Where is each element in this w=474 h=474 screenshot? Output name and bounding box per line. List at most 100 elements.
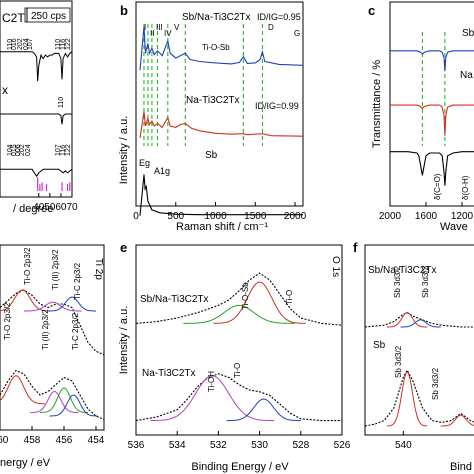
peak-label-b-0: I (144, 23, 146, 32)
x-tick-label-c-2: 1200 (451, 211, 474, 222)
panel-b-mode-eg: Eg (139, 158, 150, 168)
x-tick-label-d-3: 454 (88, 435, 105, 446)
x-tick-label-a-2: 60 (55, 202, 67, 213)
series-line-b-2 (139, 174, 303, 216)
peak-label-b-2: III (156, 23, 163, 32)
panel-c-xlabel: Wave (440, 221, 468, 233)
panel-f-series-label-2: Sb (373, 340, 386, 351)
peak-label-d-3: Ti-O 2p3/2 (3, 302, 12, 340)
peak-label-d-0: Ti-O 2p3/2 (23, 247, 32, 285)
peak-label-a-mid-0: 110 (58, 97, 65, 108)
peak-label-f-3: Sb 3d3/2 (431, 367, 440, 400)
series-line-b-0 (139, 26, 304, 71)
panel-b-ratio-1: ID/IG=0.95 (257, 12, 301, 22)
peak-label-f-1: Sb 3d3/2 (421, 265, 430, 298)
peak-label-a-bot-0: 104 (7, 144, 14, 156)
panel-c-series-label-1: Sb (462, 28, 474, 39)
peak-label-e-0: Ti-O-Sb (241, 282, 250, 310)
x-tick-label-d-0: 460 (0, 435, 9, 446)
fit-component-e-3 (226, 398, 301, 422)
x-tick-label-e-5: 526 (334, 440, 351, 451)
peak-label-b-4: V (174, 23, 180, 32)
series-line-a-1 (0, 113, 72, 125)
peak-label-a-top-1: 016 (11, 38, 18, 50)
peak-label-a-top-4: 107 (27, 38, 34, 50)
peak-label-a-top-2: 202 (17, 38, 24, 50)
peak-label-a-top-5: 110 (55, 39, 62, 50)
panel-b-mode-a1g: A1g (154, 166, 170, 176)
series-line-d-0 (0, 289, 105, 356)
peak-label-a-bot-4: 024 (25, 144, 32, 156)
panel-e: e O 1s Intensity / a.u. Binding Energy /… (118, 240, 343, 473)
peak-label-a-bot-3: 202 (19, 144, 26, 156)
fit-component-f-2 (386, 371, 428, 427)
peak-label-a-bot-5: 107 (55, 144, 62, 156)
panel-d-frame (0, 244, 105, 431)
peak-label-d-1: Ti (II) 2p3/2 (51, 249, 60, 290)
fit-component-d-0 (0, 289, 52, 312)
panel-e-ylabel: Intensity / a.u. (118, 306, 130, 374)
peak-label-a-top-0: 110 (7, 39, 14, 50)
x-tick-label-b-4: 2000 (284, 211, 307, 222)
panel-f-letter: f (353, 240, 358, 255)
x-tick-label-e-2: 532 (210, 440, 227, 451)
panel-b-ratio-2: ID/IG=0.99 (255, 101, 299, 111)
panel-c-band-1: δ(C=O) (433, 173, 442, 200)
panel-a: C2Tx x 250 cps / degree (0, 0, 73, 215)
peak-label-a-bot-1: 015 (11, 144, 18, 156)
x-tick-label-a-3: 70 (66, 202, 78, 213)
fit-component-d-4 (30, 390, 79, 413)
peak-label-a-bot-2: 006 (15, 144, 22, 156)
peak-label-f-0: Sb 3d3/2 (393, 265, 402, 298)
panel-b-series-label-2: Na-Ti3C2Tx (186, 95, 240, 106)
panel-e-letter: e (120, 240, 127, 255)
panel-f-xlabel: Bind (450, 461, 472, 473)
x-tick-label-c-0: 2000 (379, 211, 402, 222)
panel-b-letter: b (120, 3, 128, 18)
panel-c: c Transmittance / % Wave Sb Na δ(C=O) δ(… (368, 1, 474, 233)
panel-c-band-2: δ(O-H) (461, 175, 470, 200)
series-line-b-1 (139, 111, 304, 139)
series-line-e-1 (135, 373, 342, 422)
panel-d-corner-label: Ti 2p (93, 258, 104, 280)
x-tick-label-b-3: 1500 (244, 211, 267, 222)
panel-c-frame (389, 1, 474, 207)
x-tick-label-a-1: 50 (44, 202, 56, 213)
panel-b: b Intensity / a.u. Raman shift / cm⁻¹ Sb… (118, 1, 304, 233)
peak-label-f-2: Sb 3d3/2 (394, 345, 403, 378)
peak-label-e-3: Ti-O (233, 363, 242, 378)
panel-c-ylabel: Transmittance / % (371, 60, 383, 148)
x-tick-label-c-1: 1600 (415, 211, 438, 222)
series-line-f-0 (364, 311, 474, 328)
peak-label-a-top-7: 122 (65, 38, 72, 50)
panel-d: Ti 2p nergy / eV (0, 244, 105, 469)
series-line-c-0 (390, 50, 474, 72)
panel-c-letter: c (368, 3, 375, 18)
fit-component-e-1 (183, 304, 295, 324)
peak-label-d-4: Ti (II) 2p3/2 (41, 309, 50, 350)
series-line-f-1 (364, 369, 474, 427)
series-line-c-1 (390, 104, 474, 136)
panel-b-xlabel: Raman shift / cm⁻¹ (176, 221, 268, 233)
series-line-c-2 (390, 151, 474, 186)
x-tick-label-a-0: 40 (33, 202, 45, 213)
panel-a-frame (0, 0, 73, 198)
panel-f-frame (364, 244, 474, 436)
peak-label-a-top-6: 116 (60, 39, 67, 50)
panel-a-xlabel: / degree (13, 203, 53, 215)
panel-a-top-label: C2Tx (2, 11, 31, 25)
fit-component-f-3 (440, 414, 474, 427)
panel-c-series-label-2: Na (460, 70, 473, 81)
panel-b-frame (135, 1, 304, 207)
panel-f: f Sb/Na-Ti3C2Tx Sb Bind (353, 240, 474, 473)
scale-bar-box (24, 7, 71, 23)
panel-e-corner-label: O 1s (330, 256, 341, 277)
peak-label-b-3: IV (164, 29, 172, 38)
fit-component-d-3 (0, 375, 45, 405)
series-line-a-0 (0, 51, 73, 82)
peak-label-a-bot-7: 122 (65, 144, 72, 156)
fit-component-f-1 (400, 319, 441, 328)
series-line-d-1 (0, 369, 105, 421)
panel-b-series-label-1: Sb/Na-Ti3C2Tx (182, 12, 251, 23)
fit-component-e-2 (150, 375, 275, 422)
